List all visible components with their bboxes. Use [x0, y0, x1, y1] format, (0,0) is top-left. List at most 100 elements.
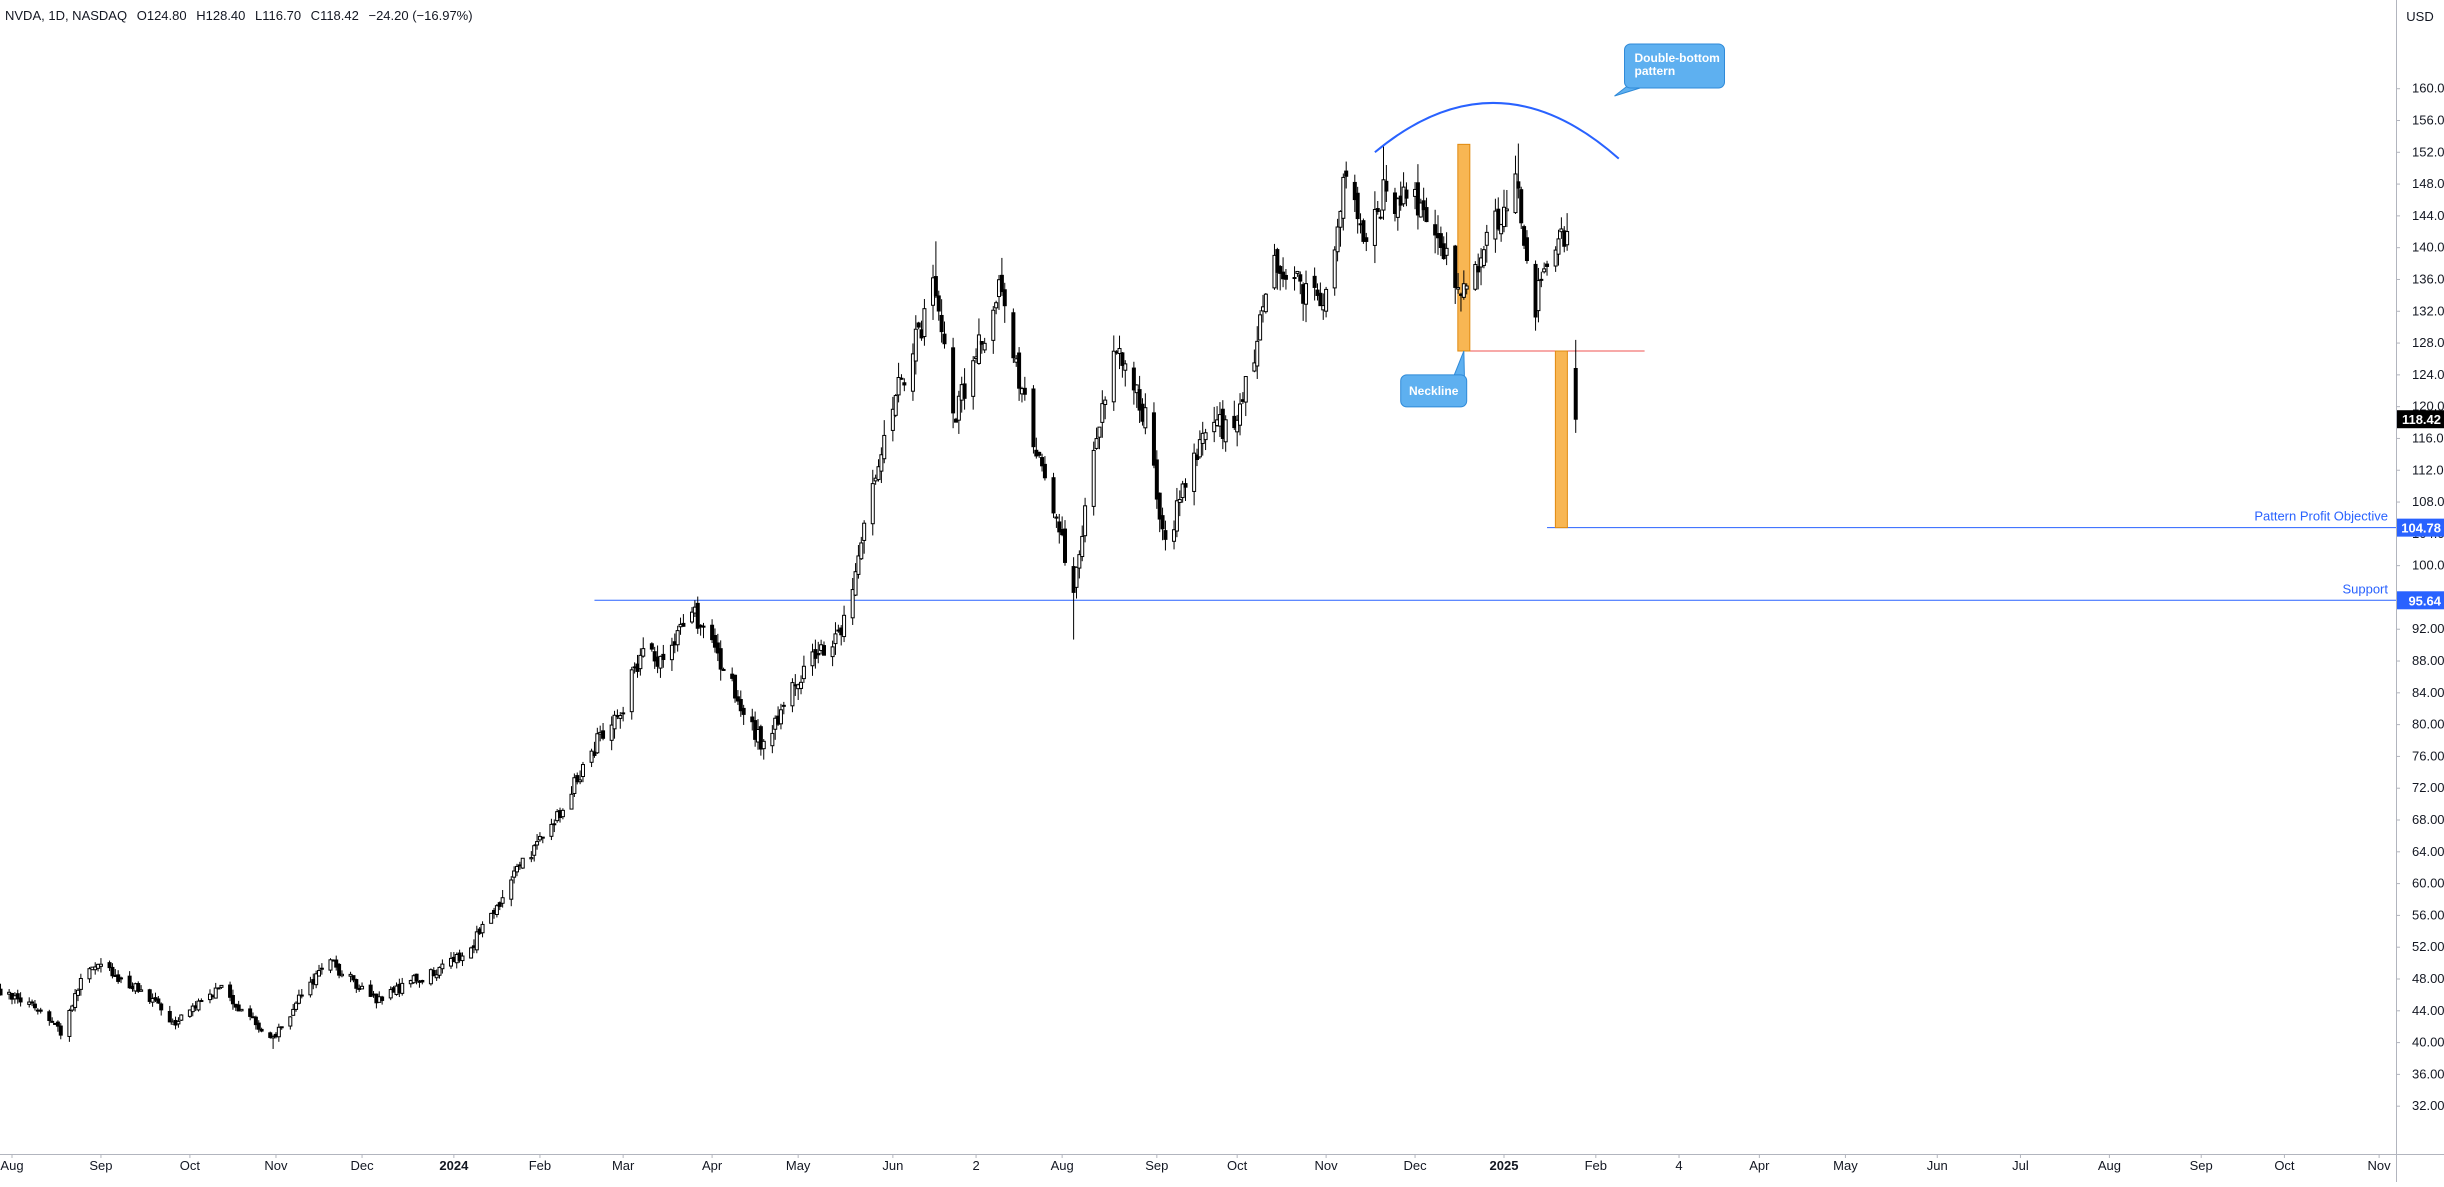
candle-body — [1263, 293, 1268, 313]
candle-body — [1415, 182, 1420, 216]
candle-body — [1461, 283, 1466, 298]
candle-body — [939, 314, 944, 333]
time-tick-label: Dec — [350, 1158, 374, 1173]
candle-body — [621, 712, 626, 715]
objective-price-tag-bg — [2397, 518, 2444, 537]
candle-body — [368, 984, 373, 997]
candle-body — [1120, 352, 1125, 366]
candle-body — [710, 624, 715, 641]
price-tick-label: 152.00 — [2412, 144, 2444, 159]
arc-drawing[interactable] — [1374, 102, 1620, 160]
time-tick-label: 4 — [1675, 1158, 1682, 1173]
candlesticks — [0, 143, 1578, 1049]
candle-body — [431, 970, 436, 977]
candle-body — [1031, 388, 1036, 448]
time-tick-label: Feb — [1585, 1158, 1607, 1173]
price-axis[interactable]: 32.00 36.00 40.00 44.00 48.00 52.00 56.00 60.00… — [2396, 81, 2444, 1113]
time-axis[interactable]: Aug Sep Oct Nov Dec 2024 Feb Mar Apr May Jun 2 Aug Se… — [0, 1154, 2391, 1173]
candle-body — [1172, 529, 1177, 542]
candle-body — [460, 955, 465, 962]
candle-body — [437, 966, 442, 976]
candle-body — [360, 985, 365, 990]
candle-body — [942, 333, 947, 345]
candle-body — [1404, 189, 1409, 199]
price-tick-label: 36.00 — [2412, 1066, 2444, 1081]
candle-body — [288, 1016, 293, 1027]
last-price-tag: 118.42 — [2397, 410, 2444, 429]
candle-body — [489, 912, 494, 924]
price-tick-label: 92.00 — [2412, 621, 2444, 636]
candle-body — [1103, 399, 1108, 405]
candle-body — [1134, 384, 1139, 394]
candle-body — [469, 947, 474, 959]
candle-body — [638, 654, 643, 670]
time-tick-label: Apr — [1749, 1158, 1770, 1173]
candle-body — [1252, 362, 1257, 372]
candle-body — [18, 997, 23, 1003]
callout-text: pattern — [1635, 64, 1676, 78]
candle-body — [78, 977, 83, 990]
candle-body — [1151, 412, 1156, 466]
candle-body — [1037, 451, 1042, 456]
time-tick-label: Mar — [612, 1158, 635, 1173]
candle-body — [1341, 176, 1346, 219]
candle-body — [1111, 350, 1116, 403]
candle-body — [1083, 505, 1088, 537]
candle-body — [733, 674, 738, 699]
candle-body — [856, 555, 861, 575]
candle-body — [592, 751, 597, 756]
time-tick-label: Oct — [2274, 1158, 2295, 1173]
candle-body — [741, 707, 746, 715]
support-price-tag: 95.64 — [2397, 591, 2444, 610]
candle-body — [1212, 421, 1217, 433]
time-tick-label: May — [786, 1158, 811, 1173]
low-value: 116.70 — [262, 8, 301, 23]
candle-body — [308, 981, 313, 996]
candle-body — [951, 347, 956, 414]
candle-body — [38, 1009, 43, 1012]
candle-body — [870, 483, 875, 525]
candle-body — [1433, 224, 1438, 236]
candle-body — [1332, 249, 1337, 289]
candle-body — [1177, 498, 1182, 504]
candle-body — [0, 988, 3, 996]
price-tick-label: 64.00 — [2412, 844, 2444, 859]
time-tick-label: Oct — [180, 1158, 201, 1173]
price-tick-label: 136.00 — [2412, 271, 2444, 286]
price-tick-label: 60.00 — [2412, 876, 2444, 891]
candle-body — [328, 959, 333, 971]
candle-body — [1315, 289, 1320, 296]
support-label: Support — [2342, 581, 2388, 596]
time-tick-label: May — [1833, 1158, 1858, 1173]
candle-body — [271, 1036, 276, 1039]
candle-body — [816, 652, 821, 656]
pattern-height-bar[interactable] — [1554, 350, 1568, 529]
candle-body — [953, 418, 958, 423]
candle-body — [781, 704, 786, 707]
candle-body — [549, 823, 554, 837]
candle-body — [239, 1008, 244, 1012]
candle-body — [70, 1005, 75, 1011]
candle-body — [236, 1004, 241, 1012]
candle-body — [213, 987, 218, 999]
callout-neckline[interactable]: Neckline — [1400, 350, 1468, 408]
candle-body — [1057, 521, 1062, 533]
candle-body — [87, 968, 92, 980]
price-tick-label: 160.00 — [2412, 81, 2444, 96]
candle-body — [999, 274, 1004, 293]
candle-body — [1091, 449, 1096, 507]
candle-body — [1496, 208, 1501, 230]
candle-body — [913, 328, 918, 362]
candle-body — [55, 1021, 60, 1027]
price-tags: 118.42 104.78 95.64 — [2397, 410, 2444, 610]
candle-body — [199, 1000, 204, 1003]
callout-box — [1400, 374, 1468, 408]
candle-body — [933, 276, 938, 297]
pattern-height-bar[interactable] — [1457, 143, 1471, 352]
candle-body — [618, 714, 623, 719]
candle-body — [1275, 249, 1280, 273]
candle-body — [790, 682, 795, 707]
